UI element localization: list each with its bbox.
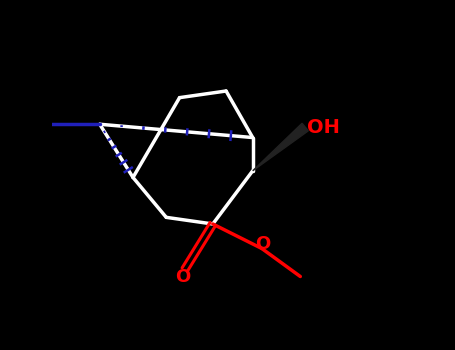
Text: O: O	[255, 234, 270, 253]
Text: O: O	[176, 268, 191, 286]
Text: OH: OH	[307, 118, 340, 136]
Polygon shape	[253, 123, 308, 171]
